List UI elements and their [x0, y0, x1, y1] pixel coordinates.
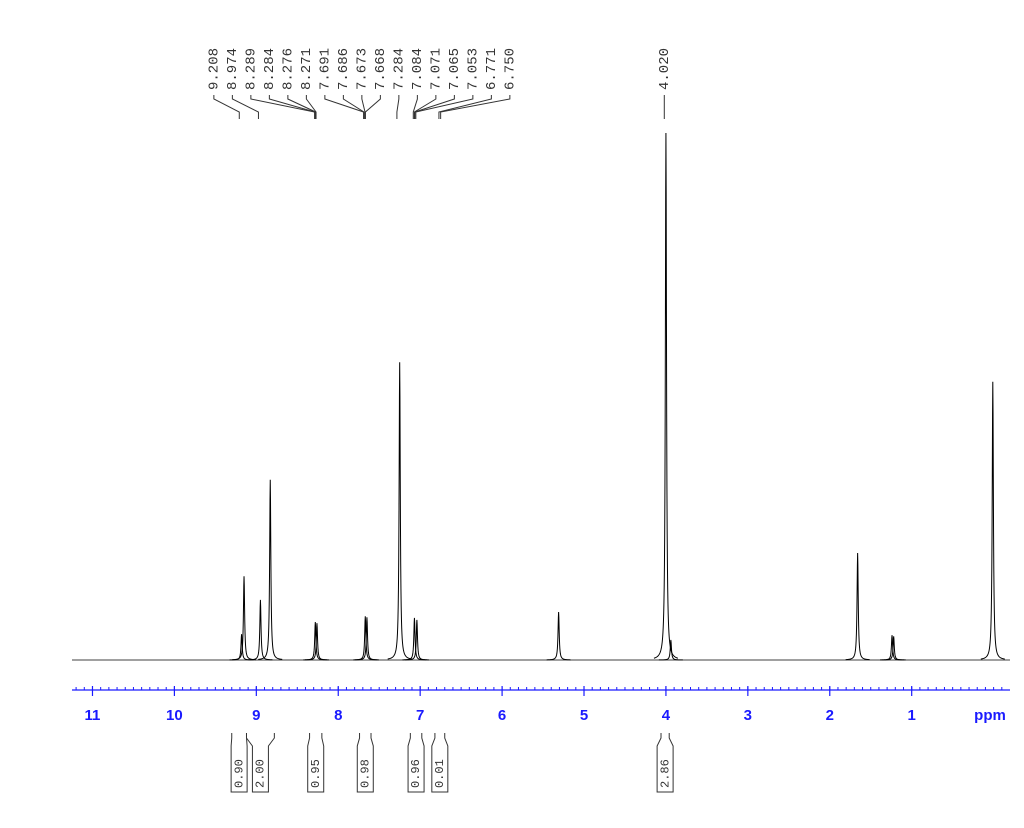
peak [248, 599, 273, 661]
peak [402, 617, 427, 661]
integral-bracket [356, 733, 374, 793]
peak [387, 362, 412, 660]
leader-line [438, 95, 492, 119]
peak-label: 7.686 [336, 48, 352, 90]
integral-bracket [431, 733, 449, 793]
peak [881, 636, 906, 661]
leader-line [414, 95, 455, 119]
integral-bracket [245, 733, 275, 793]
x-tick-label: 1 [908, 707, 916, 724]
x-tick-label: 10 [166, 707, 183, 724]
x-axis-label: ppm [974, 707, 1006, 724]
x-tick-label: 7 [416, 707, 424, 724]
integral-bracket [230, 733, 248, 793]
x-tick-label: 4 [662, 707, 671, 724]
integral-label: 0.01 [433, 759, 447, 788]
integral-bracket [656, 733, 674, 793]
peak [304, 623, 329, 661]
peak-label: 4.020 [657, 48, 673, 90]
leader-line [231, 95, 259, 119]
peak [658, 639, 683, 661]
x-tick-label: 11 [85, 707, 101, 724]
peak-label: 8.271 [299, 48, 315, 90]
peak-label: 8.974 [225, 48, 241, 90]
peak [354, 617, 379, 661]
peak [845, 553, 870, 661]
leader-line [268, 95, 316, 119]
x-tick-label: 5 [580, 707, 588, 724]
peak [404, 619, 429, 661]
integral-bracket [307, 733, 325, 793]
peak [546, 612, 571, 661]
peak-label: 7.691 [318, 48, 334, 90]
peak-label: 7.084 [410, 48, 426, 90]
leader-line [324, 95, 365, 119]
peak-label: 7.071 [429, 48, 445, 90]
leader-line [396, 95, 400, 119]
peak [980, 381, 1005, 660]
peak-label: 7.668 [373, 48, 389, 90]
leader-line [415, 95, 474, 119]
peak [229, 634, 254, 661]
integral-label: 0.98 [358, 759, 372, 788]
integral-label: 0.96 [409, 759, 423, 788]
peak-label: 6.750 [503, 48, 519, 90]
peak [231, 576, 257, 661]
peak-label: 7.065 [447, 48, 463, 90]
peak-label: 8.289 [244, 48, 260, 90]
peak-label: 7.673 [355, 48, 371, 90]
leader-line [364, 95, 381, 119]
leader-line [305, 95, 317, 119]
peak-label: 8.276 [281, 48, 297, 90]
peak-label: 7.053 [466, 48, 482, 90]
integral-label: 2.86 [658, 759, 672, 788]
peak-label: 9.208 [207, 48, 223, 90]
x-tick-label: 3 [744, 707, 752, 724]
leader-line [440, 95, 511, 119]
integral-label: 2.00 [254, 759, 268, 788]
peak-label: 8.284 [262, 48, 278, 90]
peak-label: 6.771 [484, 48, 500, 90]
integral-label: 0.90 [232, 759, 246, 788]
x-tick-label: 6 [498, 707, 506, 724]
integral-label: 0.95 [309, 759, 323, 788]
leader-line [412, 95, 418, 119]
peak [653, 132, 679, 659]
x-tick-label: 8 [334, 707, 342, 724]
integral-bracket [407, 733, 425, 793]
peak [258, 479, 283, 660]
x-tick-label: 2 [826, 707, 834, 724]
leader-line [213, 95, 240, 119]
peak-label: 7.284 [392, 48, 408, 90]
leader-line [342, 95, 365, 119]
x-tick-label: 9 [252, 707, 260, 724]
